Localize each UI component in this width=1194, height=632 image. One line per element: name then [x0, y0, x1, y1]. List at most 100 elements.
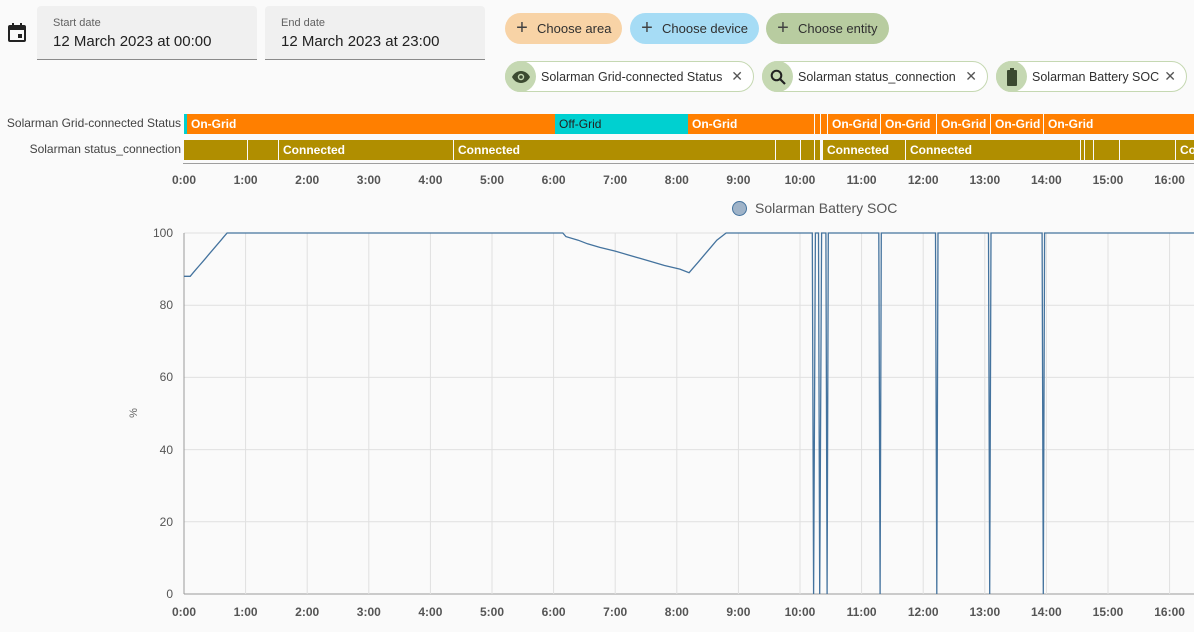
timeline-segment-connected[interactable]: Co [1176, 140, 1194, 160]
segment-label: On-Grid [692, 117, 738, 131]
selected-entity-chip[interactable]: Solarman Battery SOC ✕ [996, 61, 1187, 92]
timeline-row-label: Solarman Grid-connected Status [6, 116, 181, 130]
y-tick-label: 40 [159, 442, 173, 457]
timeline-tick-label: 4:00 [418, 173, 443, 187]
timeline-tick-label: 10:00 [784, 173, 816, 187]
chip-label: Solarman Grid-connected Status [541, 69, 723, 84]
selected-entity-chip[interactable]: Solarman status_connection ✕ [762, 61, 988, 92]
timeline-axis [183, 163, 1194, 164]
end-date-field[interactable]: End date 12 March 2023 at 23:00 [265, 6, 485, 60]
plus-icon: + [777, 17, 789, 39]
close-icon[interactable]: ✕ [731, 68, 743, 84]
timeline-segment-on-grid[interactable]: On-Grid [1044, 114, 1194, 134]
chart-legend[interactable]: Solarman Battery SOC [732, 200, 897, 216]
segment-label: Connected [910, 143, 973, 157]
timeline-row-label: Solarman status_connection [29, 142, 181, 156]
timeline-segment-on-grid[interactable]: On-Grid [828, 114, 880, 134]
timeline-tick-label: 13:00 [969, 173, 1001, 187]
x-tick-label: 9:00 [726, 605, 751, 619]
selected-entity-chip[interactable]: Solarman Grid-connected Status ✕ [505, 61, 754, 92]
chip-label: Solarman status_connection [798, 69, 956, 84]
timeline-tick-label: 12:00 [907, 173, 939, 187]
timeline-segment-on-grid[interactable] [821, 114, 827, 134]
series-line [184, 232, 1194, 595]
x-tick-label: 4:00 [418, 605, 443, 619]
timeline-tick-label: 9:00 [726, 173, 751, 187]
timeline-segment-on-grid[interactable]: On-Grid [937, 114, 990, 134]
chart-grid [183, 232, 1194, 595]
timeline-segment-connected[interactable] [1085, 140, 1093, 160]
eye-icon [505, 61, 536, 92]
timeline-tick-label: 11:00 [846, 173, 877, 187]
segment-label: On-Grid [995, 117, 1041, 131]
timeline-segment-off-grid[interactable] [184, 114, 187, 134]
timeline-tick-label: 8:00 [664, 173, 689, 187]
x-tick-label: 12:00 [907, 605, 939, 619]
y-tick-label: 80 [159, 298, 173, 313]
segment-label: On-Grid [191, 117, 237, 131]
timeline-tick-label: 2:00 [295, 173, 320, 187]
segment-label: On-Grid [941, 117, 987, 131]
timeline-segment-connected[interactable] [776, 140, 800, 160]
segment-label: On-Grid [885, 117, 931, 131]
timeline-segment-connected[interactable]: Connected [279, 140, 453, 160]
timeline-segment-connected[interactable]: Connected [823, 140, 905, 160]
plus-icon: + [516, 17, 528, 39]
timeline-tick-label: 14:00 [1031, 173, 1062, 187]
timeline-segment-on-grid[interactable]: On-Grid [991, 114, 1043, 134]
timeline-tick-label: 5:00 [479, 173, 505, 187]
timeline-segment-connected[interactable] [801, 140, 814, 160]
timeline-segment-connected[interactable]: Connected [454, 140, 775, 160]
x-tick-label: 11:00 [846, 605, 877, 619]
segment-label: Connected [283, 143, 346, 157]
timeline-segment-on-grid[interactable]: On-Grid [688, 114, 814, 134]
x-tick-label: 7:00 [603, 605, 628, 619]
timeline-tick-label: 15:00 [1092, 173, 1124, 187]
legend-marker [732, 200, 747, 216]
choose-entity-button[interactable]: + Choose entity [766, 13, 889, 44]
x-tick-label: 0:00 [171, 605, 197, 619]
start-date-field[interactable]: Start date 12 March 2023 at 00:00 [37, 6, 257, 60]
timeline-segment-connected[interactable]: Connected [906, 140, 1080, 160]
segment-label: Off-Grid [559, 117, 602, 131]
choose-device-button[interactable]: + Choose device [630, 13, 759, 44]
calendar-icon[interactable] [8, 23, 26, 42]
segment-label: Connected [827, 143, 890, 157]
segment-label: On-Grid [832, 117, 878, 131]
timeline-segment-on-grid[interactable]: On-Grid [187, 114, 555, 134]
end-date-value: 12 March 2023 at 23:00 [281, 33, 440, 50]
timeline-tick-label: 3:00 [356, 173, 381, 187]
x-tick-label: 8:00 [664, 605, 689, 619]
segment-label: Co [1180, 143, 1194, 157]
start-date-label: Start date [53, 17, 101, 29]
timeline-segment-connected[interactable] [815, 140, 820, 160]
y-tick-label: 0 [166, 587, 173, 601]
x-tick-label: 10:00 [784, 605, 816, 619]
chip-label: Solarman Battery SOC [1032, 69, 1160, 84]
segment-label: Connected [458, 143, 521, 157]
close-icon[interactable]: ✕ [965, 68, 977, 84]
timeline-segment-connected[interactable] [1094, 140, 1119, 160]
legend-label: Solarman Battery SOC [755, 200, 898, 216]
x-tick-label: 2:00 [295, 605, 320, 619]
x-tick-label: 1:00 [233, 605, 258, 619]
timeline-segment-connected[interactable] [248, 140, 278, 160]
plus-icon: + [641, 17, 653, 39]
timeline-tick-label: 6:00 [541, 173, 566, 187]
x-tick-label: 3:00 [356, 605, 381, 619]
choose-area-label: Choose area [537, 21, 612, 36]
timeline-segment-off-grid[interactable]: Off-Grid [555, 114, 688, 134]
y-axis-label: % [128, 408, 140, 418]
choose-entity-label: Choose entity [798, 21, 878, 36]
timeline-segment-connected[interactable] [1081, 140, 1084, 160]
y-tick-label: 60 [159, 370, 173, 385]
choose-area-button[interactable]: + Choose area [505, 13, 622, 44]
x-tick-label: 6:00 [541, 605, 566, 619]
close-icon[interactable]: ✕ [1164, 68, 1176, 84]
timeline-segment-connected[interactable] [1120, 140, 1175, 160]
timeline-tick-label: 1:00 [233, 173, 258, 187]
timeline-segment-on-grid[interactable]: On-Grid [881, 114, 936, 134]
timeline-segment-on-grid[interactable] [815, 114, 820, 134]
timeline-segment-connected[interactable] [184, 140, 247, 160]
